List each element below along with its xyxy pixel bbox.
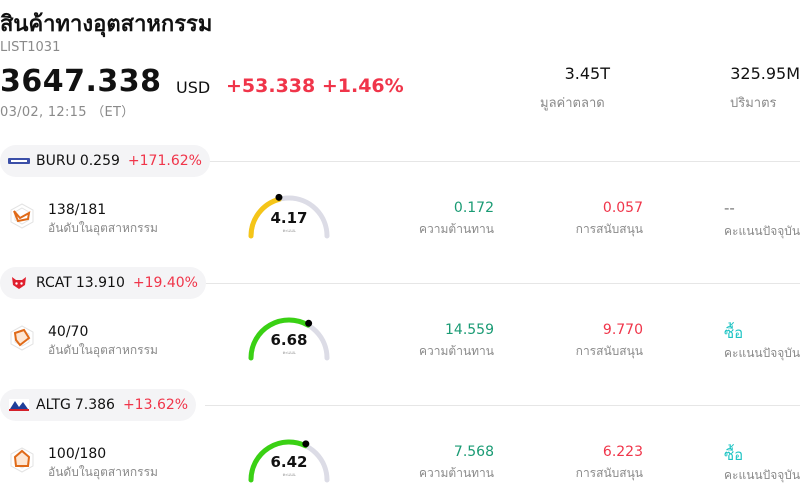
currency-label: USD bbox=[176, 78, 211, 97]
stock-chip-rcat[interactable]: RCAT 13.910 +19.40% bbox=[0, 267, 206, 299]
stock-symbol: RCAT bbox=[36, 275, 72, 291]
industry-rank-icon bbox=[8, 446, 36, 474]
market-cap-label: มูลค่าตลาด bbox=[540, 96, 605, 111]
gauge-fill bbox=[248, 196, 282, 239]
buru-logo bbox=[8, 154, 30, 168]
resistance-value: 7.568 bbox=[453, 444, 494, 460]
volume-value: 325.95M bbox=[730, 64, 800, 83]
gauge-score-value: 6.42 bbox=[270, 453, 307, 471]
support-label: การสนับสนุน bbox=[575, 466, 643, 480]
current-score-label: คะแนนปัจจุบัน bbox=[724, 468, 800, 482]
gauge-fill bbox=[248, 317, 311, 361]
industry-rank-value: 138/181 bbox=[48, 202, 107, 218]
gauge-caption: คะแนน bbox=[283, 350, 296, 355]
support-label: การสนับสนุน bbox=[575, 222, 643, 236]
index-code: LIST1031 bbox=[0, 40, 61, 55]
score-gauge: 4.17 คะแนน bbox=[248, 193, 330, 239]
score-gauge: 6.68 คะแนน bbox=[248, 317, 330, 361]
page-title: สินค้าทางอุตสาหกรรม bbox=[0, 12, 213, 37]
stock-price: 7.386 bbox=[74, 397, 115, 413]
industry-rank-value: 40/70 bbox=[48, 324, 89, 340]
current-score-value: -- bbox=[724, 199, 735, 217]
stock-symbol: ALTG bbox=[36, 397, 71, 413]
current-score-value: ซื้อ bbox=[724, 324, 744, 342]
industry-rank-icon bbox=[8, 324, 36, 352]
resistance-label: ความต้านทาน bbox=[419, 344, 494, 358]
index-price: 3647.338 bbox=[0, 64, 162, 99]
market-cap-value: 3.45T bbox=[564, 64, 610, 83]
resistance-label: ความต้านทาน bbox=[419, 222, 494, 236]
industry-rank-icon bbox=[8, 202, 36, 230]
current-score-value: ซื้อ bbox=[724, 446, 744, 464]
gauge-marker bbox=[275, 193, 283, 201]
price-change: +53.338 +1.46% bbox=[226, 75, 404, 97]
gauge-score-value: 6.68 bbox=[270, 331, 307, 349]
support-value: 0.057 bbox=[602, 200, 643, 216]
stock-price: 13.910 bbox=[75, 275, 125, 291]
gauge-caption: คะแนน bbox=[283, 228, 296, 233]
current-score-label: คะแนนปัจจุบัน bbox=[724, 224, 800, 238]
industry-rank-label: อันดับในอุตสาหกรรม bbox=[48, 465, 158, 479]
stock-chip-altg[interactable]: ALTG 7.386 +13.62% bbox=[0, 389, 197, 421]
rcat-logo bbox=[8, 276, 30, 290]
section-divider bbox=[205, 161, 800, 162]
stock-change-pct: +13.62% bbox=[122, 397, 189, 413]
resistance-value: 0.172 bbox=[453, 200, 494, 216]
section-divider bbox=[205, 405, 800, 406]
gauge-marker bbox=[302, 440, 310, 448]
gauge-fill bbox=[248, 439, 308, 483]
timestamp: 03/02, 12:15 （ET） bbox=[0, 105, 135, 120]
score-gauge: 6.42 คะแนน bbox=[248, 439, 330, 483]
support-value: 6.223 bbox=[602, 444, 643, 460]
resistance-label: ความต้านทาน bbox=[419, 466, 494, 480]
stock-change-pct: +19.40% bbox=[132, 275, 198, 291]
gauge-caption: คะแนน bbox=[283, 472, 296, 477]
volume-label: ปริมาตร bbox=[730, 96, 777, 111]
current-score-label: คะแนนปัจจุบัน bbox=[724, 346, 800, 360]
stock-price: 0.259 bbox=[79, 153, 120, 169]
section-divider bbox=[205, 283, 800, 284]
industry-rank-label: อันดับในอุตสาหกรรม bbox=[48, 343, 158, 357]
industry-rank-label: อันดับในอุตสาหกรรม bbox=[48, 221, 158, 235]
stock-chip-buru[interactable]: BURU 0.259 +171.62% bbox=[0, 145, 210, 177]
stock-change-pct: +171.62% bbox=[127, 153, 202, 169]
gauge-score-value: 4.17 bbox=[270, 209, 307, 227]
resistance-value: 14.559 bbox=[445, 322, 494, 338]
gauge-marker bbox=[305, 319, 313, 327]
industry-rank-value: 100/180 bbox=[48, 446, 107, 462]
support-value: 9.770 bbox=[602, 322, 643, 338]
altg-logo bbox=[8, 398, 30, 412]
stock-symbol: BURU bbox=[36, 153, 76, 169]
support-label: การสนับสนุน bbox=[575, 344, 643, 358]
